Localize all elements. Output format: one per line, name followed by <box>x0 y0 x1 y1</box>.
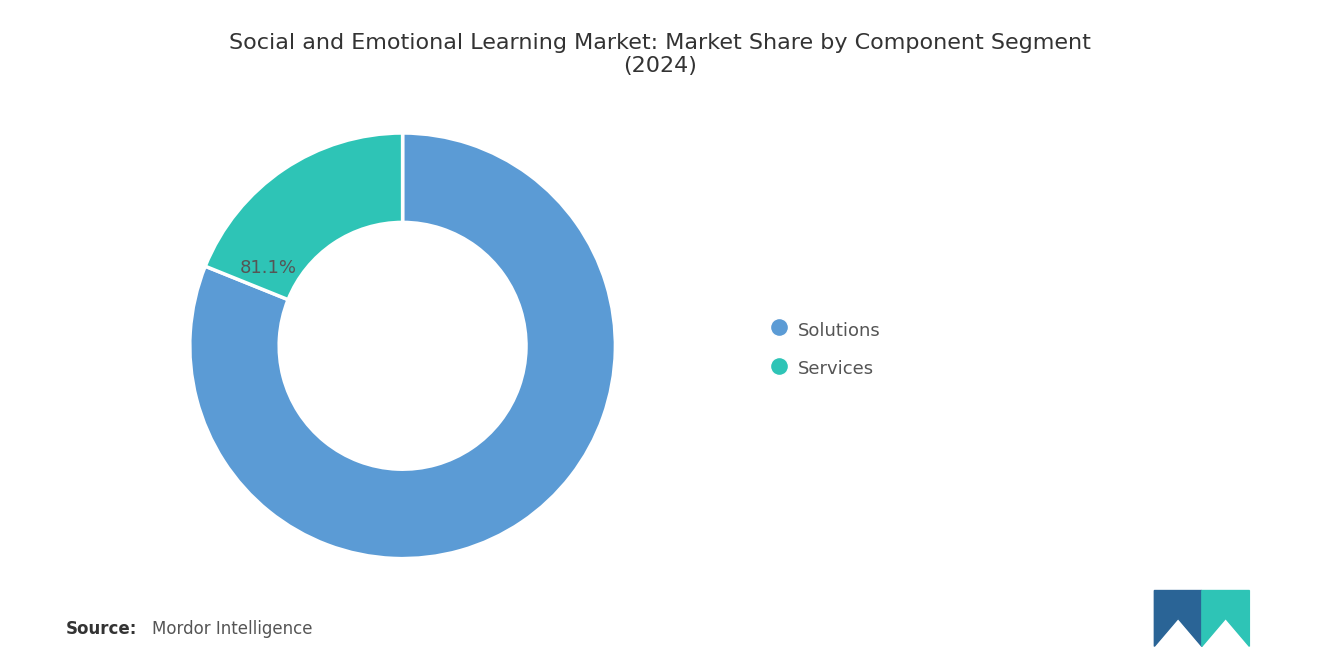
Text: Mordor Intelligence: Mordor Intelligence <box>152 620 313 638</box>
Legend: Solutions, Services: Solutions, Services <box>775 319 880 379</box>
Text: Social and Emotional Learning Market: Market Share by Component Segment
(2024): Social and Emotional Learning Market: Ma… <box>230 33 1090 76</box>
Polygon shape <box>1203 591 1250 646</box>
Text: 81.1%: 81.1% <box>239 259 297 277</box>
Polygon shape <box>1154 591 1203 646</box>
Wedge shape <box>205 133 403 300</box>
Text: Source:: Source: <box>66 620 137 638</box>
Wedge shape <box>190 133 615 559</box>
